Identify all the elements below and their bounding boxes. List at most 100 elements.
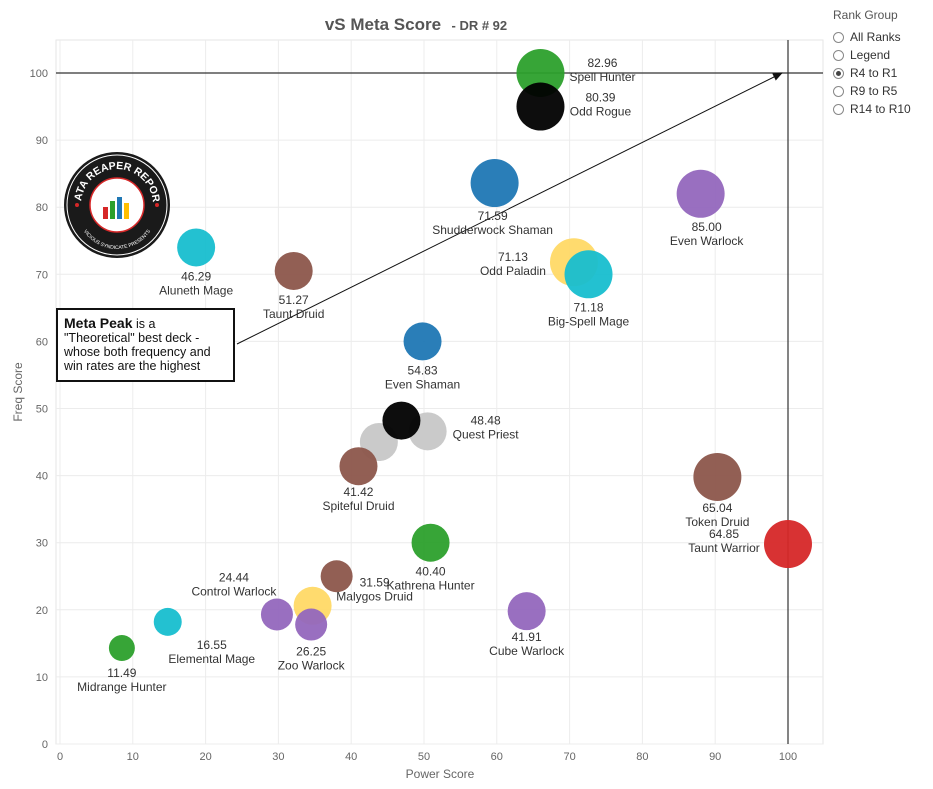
y-tick-label: 20: [36, 605, 48, 617]
rank-option-r14-r10[interactable]: R14 to R10: [833, 100, 933, 118]
name-label-spiteful-druid: Spiteful Druid: [322, 499, 394, 513]
point-even-warlock[interactable]: [676, 169, 725, 218]
name-label-spell-hunter: Spell Hunter: [569, 70, 635, 84]
point-elemental-mage[interactable]: [153, 607, 182, 636]
x-tick-label: 80: [636, 751, 648, 763]
name-label-control-warlock: Control Warlock: [191, 584, 277, 598]
y-tick-label: 100: [30, 68, 48, 80]
name-label-even-shaman: Even Shaman: [385, 377, 460, 391]
point-spiteful-druid[interactable]: [339, 447, 378, 486]
point-unlabeled[interactable]: [382, 401, 421, 440]
x-axis-label: Power Score: [406, 767, 475, 781]
score-label-aluneth-mage: 46.29: [181, 269, 211, 283]
annotation-text: is a "Theoretical" best deck - whose bot…: [64, 317, 211, 373]
x-tick-label: 60: [491, 751, 503, 763]
chart-title-sub: - DR # 92: [452, 18, 508, 33]
name-label-shudderwock-shaman: Shudderwock Shaman: [432, 223, 553, 237]
name-label-elemental-mage: Elemental Mage: [168, 652, 255, 666]
y-axis-label: Freq Score: [11, 362, 25, 422]
x-tick-label: 50: [418, 751, 430, 763]
plot-area: [55, 39, 824, 745]
score-label-odd-rogue: 80.39: [585, 91, 615, 105]
y-tick-label: 40: [36, 471, 48, 483]
point-midrange-hunter[interactable]: [108, 635, 135, 662]
y-tick-label: 90: [36, 135, 48, 147]
score-label-zoo-warlock: 26.25: [296, 645, 326, 659]
score-label-malygos-druid: 31.59: [360, 575, 390, 589]
point-malygos-druid[interactable]: [320, 560, 353, 593]
x-tick-label: 90: [709, 751, 721, 763]
point-control-warlock[interactable]: [260, 598, 293, 631]
data-reaper-logo: DATA REAPER REPORT VICIOUS SYNDICATE PRE…: [63, 151, 170, 258]
legend-title: Rank Group: [833, 8, 898, 22]
reference-lines: [56, 40, 823, 744]
y-tick-label: 70: [36, 269, 48, 281]
name-label-odd-paladin: Odd Paladin: [480, 264, 546, 278]
chart-title: vS Meta Score - DR # 92: [325, 15, 507, 34]
x-tick-label: 30: [272, 751, 284, 763]
score-label-control-warlock: 24.44: [219, 570, 249, 584]
point-odd-rogue[interactable]: [516, 82, 565, 131]
score-label-taunt-warrior: 64.85: [709, 527, 739, 541]
point-even-shaman[interactable]: [403, 322, 442, 361]
axis-ticks: 0 10 20 30 40 50 60 70 80 90 100 0 10 20 30 40 50 60 70 80 9…: [30, 68, 798, 763]
name-label-cube-warlock: Cube Warlock: [489, 644, 565, 658]
grid-lines: [56, 40, 823, 745]
radio-icon: [833, 49, 844, 61]
point-spell-hunter[interactable]: [516, 49, 565, 97]
rank-option-all-ranks[interactable]: All Ranks: [833, 28, 933, 46]
point-kathrena-hunter[interactable]: [411, 523, 450, 562]
x-tick-label: 20: [199, 751, 211, 763]
x-tick-label: 0: [57, 751, 63, 763]
point-aluneth-mage[interactable]: [177, 228, 216, 267]
name-label-even-warlock: Even Warlock: [670, 234, 745, 248]
rank-option-r4-r1[interactable]: R4 to R1: [833, 64, 933, 82]
point-token-druid[interactable]: [693, 452, 742, 501]
score-label-cube-warlock: 41.91: [512, 630, 542, 644]
score-label-spiteful-druid: 41.42: [343, 485, 373, 499]
name-label-kathrena-hunter: Kathrena Hunter: [387, 579, 475, 593]
name-label-malygos-druid: Malygos Druid: [336, 589, 413, 603]
y-tick-label: 80: [36, 202, 48, 214]
score-label-spell-hunter: 82.96: [587, 56, 617, 70]
x-tick-label: 100: [779, 751, 797, 763]
point-taunt-druid[interactable]: [274, 251, 313, 290]
point-taunt-warrior[interactable]: [764, 520, 812, 569]
chart-title-main: vS Meta Score: [325, 15, 441, 34]
y-tick-label: 30: [36, 538, 48, 550]
rank-option-legend[interactable]: Legend: [833, 46, 933, 64]
y-tick-label: 60: [36, 336, 48, 348]
annotation-bold: Meta Peak: [64, 315, 133, 331]
x-tick-label: 10: [127, 751, 139, 763]
name-label-big-spell-mage: Big-Spell Mage: [548, 314, 630, 328]
meta-peak-annotation: Meta Peak is a "Theoretical" best deck -…: [56, 308, 235, 382]
meta-peak-arrow: [236, 72, 783, 345]
name-label-token-druid: Token Druid: [685, 515, 749, 529]
rank-option-r9-r5[interactable]: R9 to R5: [833, 82, 933, 100]
radio-icon: [833, 103, 844, 115]
score-label-midrange-hunter: 11.49: [107, 666, 136, 680]
name-label-aluneth-mage: Aluneth Mage: [159, 283, 233, 297]
point-cube-warlock[interactable]: [507, 592, 546, 631]
name-label-midrange-hunter: Midrange Hunter: [77, 680, 166, 694]
radio-icon: [833, 31, 844, 43]
data-points: [108, 49, 812, 662]
name-label-odd-rogue: Odd Rogue: [570, 105, 632, 119]
score-label-taunt-druid: 51.27: [279, 293, 309, 307]
x-tick-label: 40: [345, 751, 357, 763]
name-label-taunt-druid: Taunt Druid: [263, 307, 324, 321]
y-tick-label: 10: [36, 672, 48, 684]
score-label-quest-priest: 48.48: [471, 413, 501, 427]
y-tick-label: 0: [42, 739, 48, 751]
radio-icon: [833, 67, 844, 79]
point-shudderwock-shaman[interactable]: [470, 159, 519, 208]
name-label-quest-priest: Quest Priest: [453, 427, 520, 441]
point-big-spell-mage[interactable]: [564, 250, 613, 299]
score-label-big-spell-mage: 71.18: [574, 300, 604, 314]
point-zoo-warlock[interactable]: [295, 608, 328, 641]
score-label-even-shaman: 54.83: [408, 363, 438, 377]
score-label-shudderwock-shaman: 71.59: [478, 209, 508, 223]
rank-group-filter: Rank Group All Ranks Legend R4 to R1 R9 …: [833, 8, 933, 118]
